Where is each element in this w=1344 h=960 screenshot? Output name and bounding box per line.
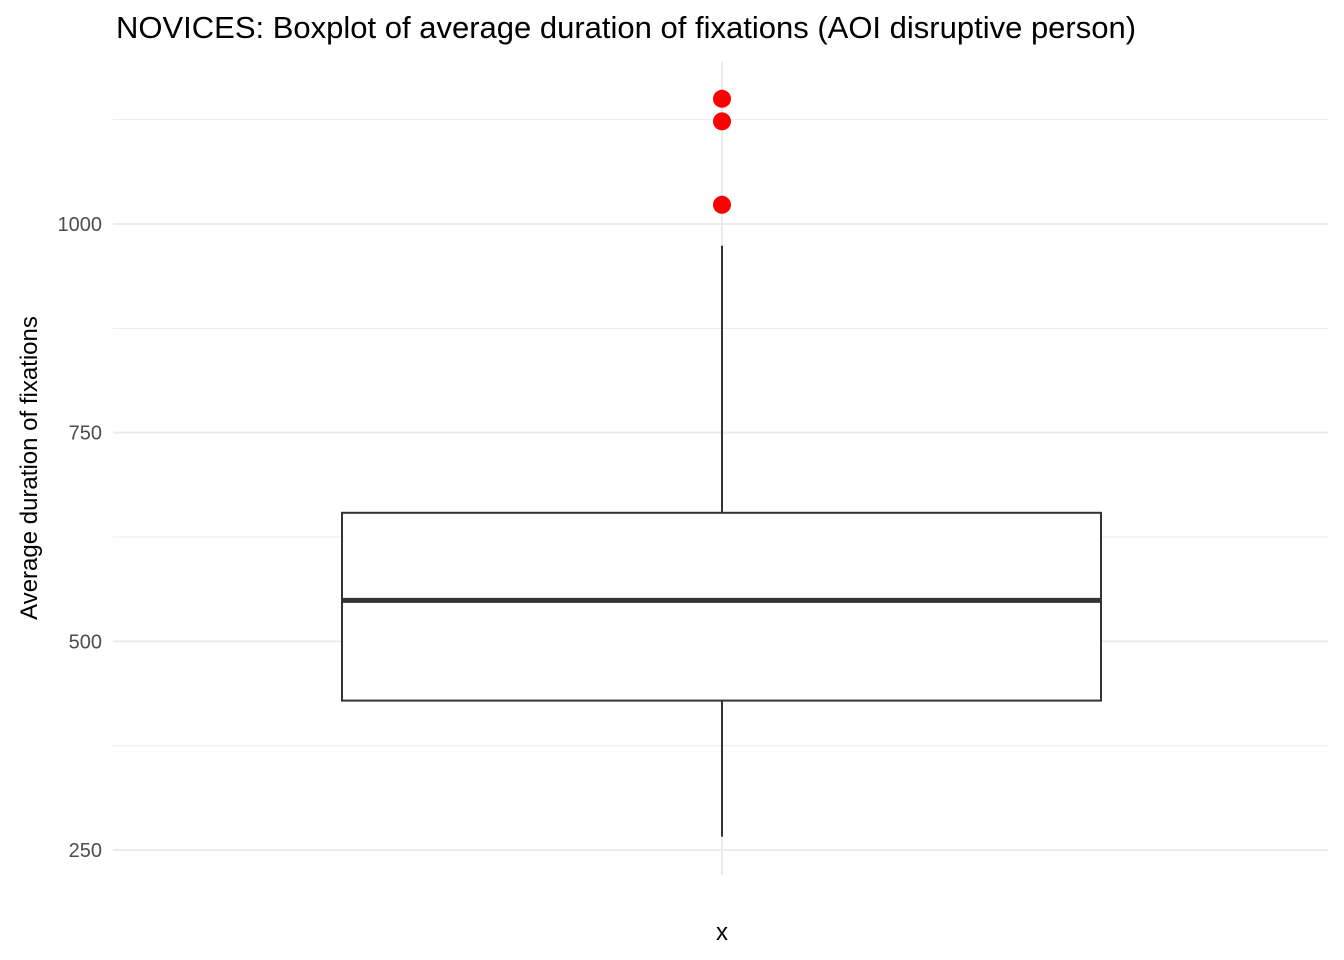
gridlines [113,62,1328,875]
y-tick-labels: 250 500 750 1000 [58,214,103,862]
x-axis-title: x [716,919,728,946]
iqr-box [341,511,1102,702]
outlier-point [713,112,731,131]
outlier-point [713,89,731,108]
y-tick-label: 1000 [58,214,103,236]
y-tick-label: 250 [69,840,102,862]
y-axis-title: Average duration of fixations [16,316,43,620]
y-tick-label: 750 [69,423,102,445]
outlier-points [713,89,731,214]
outlier-point [713,195,731,214]
y-tick-label: 500 [69,631,102,653]
chart-title: NOVICES: Boxplot of average duration of … [116,10,1137,45]
boxplot-group [341,245,1102,837]
